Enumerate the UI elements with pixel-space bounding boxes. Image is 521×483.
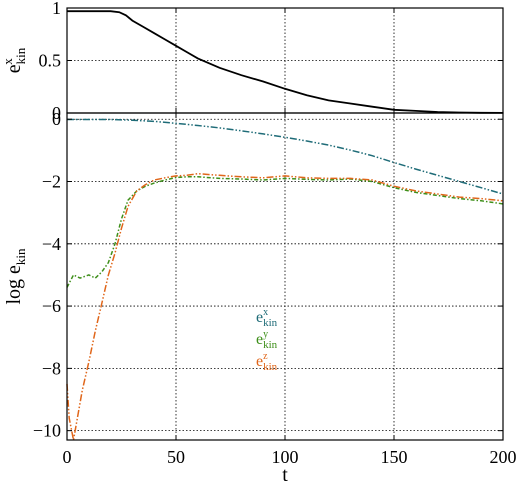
y-tick-label: −10 xyxy=(33,421,61,441)
legend-entry: ekinx xyxy=(256,307,278,329)
series-line-ex xyxy=(67,118,504,195)
y-tick-label: 0 xyxy=(52,109,61,129)
x-tick-label: 0 xyxy=(63,447,72,467)
x-tick-label: 100 xyxy=(272,447,299,467)
y-tick-label: −2 xyxy=(42,172,61,192)
y-tick-label: −6 xyxy=(42,296,61,316)
y-axis-title: ekinx xyxy=(0,47,28,73)
y-tick-label: 1 xyxy=(52,0,61,18)
x-tick-label: 50 xyxy=(167,447,185,467)
legend-entry: ekiny xyxy=(256,329,278,351)
x-tick-label: 200 xyxy=(490,447,517,467)
panel-1: 0 0.5 1 ekinx xyxy=(0,0,504,123)
legend-entry: ekinz xyxy=(256,351,278,373)
y-tick-label: 0 xyxy=(52,103,61,123)
y-tick-label: 0.5 xyxy=(39,51,62,71)
y-tick-label: −4 xyxy=(42,234,61,254)
series-line-ez xyxy=(66,172,504,441)
series-line xyxy=(67,10,504,114)
x-tick-label: 150 xyxy=(381,447,408,467)
x-axis-title: t xyxy=(282,464,288,483)
y-tick-label: −8 xyxy=(42,358,61,378)
y-axis-title: log ekin xyxy=(3,248,28,305)
